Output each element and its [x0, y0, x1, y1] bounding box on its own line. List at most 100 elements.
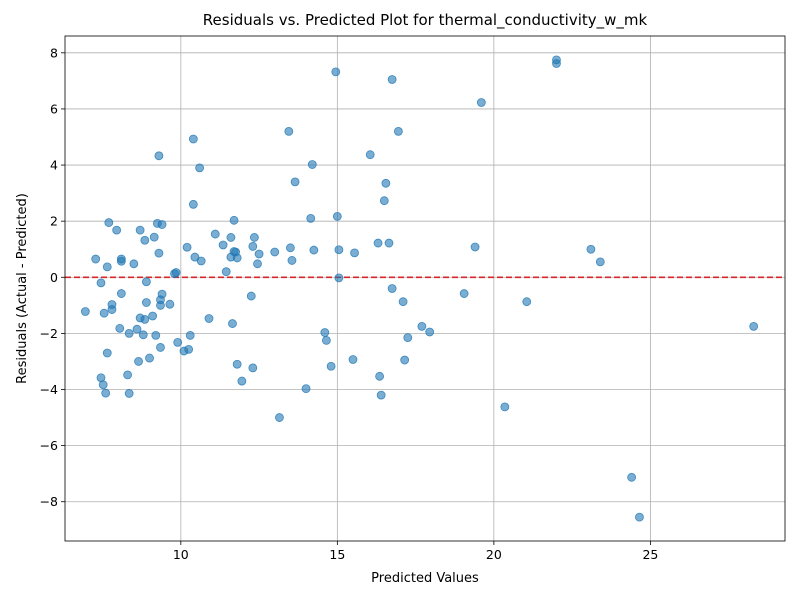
- data-point: [149, 232, 159, 242]
- data-point: [151, 330, 161, 340]
- data-point: [248, 363, 258, 373]
- data-point: [210, 229, 220, 239]
- data-point: [522, 297, 532, 307]
- data-point: [253, 259, 262, 269]
- data-point: [287, 256, 297, 265]
- y-tick-label: −2: [40, 326, 58, 341]
- data-point: [331, 67, 341, 77]
- y-tick-label: −8: [40, 494, 58, 509]
- data-point: [156, 343, 165, 352]
- data-point: [80, 307, 90, 316]
- data-point: [232, 359, 242, 369]
- data-point: [290, 177, 300, 187]
- data-point: [350, 248, 359, 258]
- data-point: [204, 314, 214, 323]
- data-point: [115, 323, 125, 333]
- data-point: [165, 299, 175, 309]
- data-point: [400, 355, 410, 365]
- data-point: [157, 289, 167, 299]
- data-point: [98, 380, 108, 390]
- y-tick-label: −4: [40, 382, 58, 397]
- data-point: [500, 402, 510, 412]
- data-point: [749, 321, 759, 331]
- data-point: [393, 126, 403, 136]
- data-point: [384, 238, 394, 248]
- data-points: [80, 55, 759, 522]
- data-point: [182, 242, 192, 252]
- data-point: [381, 178, 391, 188]
- data-point: [135, 225, 145, 235]
- data-point: [365, 150, 375, 160]
- data-point: [104, 218, 114, 227]
- data-point: [307, 160, 317, 169]
- data-point: [237, 376, 247, 386]
- data-point: [124, 389, 134, 398]
- data-point: [101, 388, 111, 398]
- data-point: [140, 235, 150, 245]
- data-point: [284, 126, 294, 136]
- data-point: [229, 215, 239, 225]
- data-point: [309, 245, 319, 255]
- data-point: [138, 330, 148, 340]
- data-point: [221, 267, 231, 277]
- y-tick-label: 8: [50, 45, 58, 60]
- data-point: [248, 242, 258, 251]
- data-point: [470, 242, 480, 252]
- data-point: [123, 370, 133, 380]
- data-point: [249, 233, 259, 242]
- data-point: [376, 390, 386, 400]
- data-point: [627, 472, 637, 482]
- y-axis-label: Residuals (Actual - Predicted): [15, 193, 30, 384]
- plot-area-frame: [64, 35, 786, 542]
- data-point: [116, 254, 126, 264]
- data-point: [141, 298, 151, 307]
- data-point: [403, 333, 413, 342]
- data-point: [417, 321, 427, 331]
- data-point: [425, 327, 435, 337]
- data-point: [134, 357, 143, 366]
- data-point: [375, 371, 385, 381]
- x-tick-label: 10: [173, 547, 189, 562]
- data-point: [334, 273, 344, 283]
- data-point: [552, 59, 561, 68]
- data-point: [373, 238, 383, 248]
- data-point: [148, 311, 158, 321]
- data-point: [321, 336, 331, 345]
- data-point: [96, 278, 106, 288]
- data-point: [195, 163, 205, 173]
- data-point: [387, 284, 397, 293]
- chart-title: Residuals vs. Predicted Plot for thermal…: [203, 11, 648, 30]
- axis-ticks: 10 15 20 25 −8 −6 −4 −2 0 2 4 6 8: [40, 45, 659, 562]
- data-point: [332, 211, 342, 221]
- data-point: [306, 213, 316, 223]
- data-point: [140, 314, 150, 324]
- data-point: [99, 308, 109, 318]
- y-tick-label: 2: [50, 214, 58, 229]
- data-point: [232, 253, 242, 263]
- x-tick-label: 25: [642, 547, 658, 562]
- data-point: [132, 324, 142, 334]
- data-point: [285, 243, 295, 253]
- data-point: [635, 512, 644, 522]
- data-point: [196, 256, 206, 266]
- y-tick-label: 4: [50, 158, 58, 173]
- data-point: [387, 75, 397, 84]
- data-point: [218, 240, 228, 250]
- x-tick-label: 15: [329, 547, 345, 562]
- data-point: [112, 225, 122, 235]
- data-point: [102, 348, 112, 358]
- x-axis-label: Predicted Values: [371, 571, 479, 586]
- x-tick-label: 20: [486, 547, 502, 562]
- data-point: [476, 98, 486, 107]
- data-point: [228, 319, 237, 328]
- data-point: [246, 291, 256, 301]
- data-point: [107, 305, 117, 314]
- data-point: [91, 254, 101, 264]
- data-point: [190, 252, 200, 262]
- data-point: [275, 413, 284, 422]
- data-point: [320, 328, 330, 337]
- data-point: [326, 361, 336, 371]
- data-point: [595, 257, 605, 267]
- data-point: [141, 277, 151, 287]
